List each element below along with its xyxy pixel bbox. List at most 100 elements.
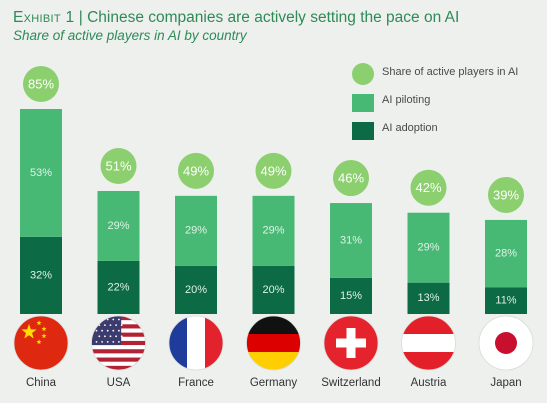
flag-band	[205, 316, 223, 370]
flag-star	[95, 329, 98, 332]
bar-adoption	[485, 287, 527, 314]
austria-flag-icon	[401, 316, 456, 370]
flag-stripe	[91, 357, 146, 362]
total-bubble	[100, 148, 137, 184]
flag-star	[109, 335, 112, 338]
total-value-label: 85%	[28, 76, 54, 91]
total-bubble	[255, 152, 292, 189]
flag-stripe	[91, 345, 146, 350]
flag-stripe	[91, 349, 146, 354]
adoption-value-label: 15%	[340, 290, 362, 302]
total-bubble	[178, 152, 214, 189]
flag-field	[14, 316, 68, 370]
bar-adoption	[252, 265, 295, 314]
total-bubble	[488, 176, 524, 213]
flag-band	[246, 334, 301, 352]
piloting-value-label: 29%	[417, 242, 439, 254]
piloting-value-label: 29%	[262, 225, 284, 237]
total-value-label: 39%	[493, 187, 519, 202]
country-label: France	[178, 377, 214, 389]
legend-swatch-adoption	[352, 122, 374, 140]
total-bubble	[23, 66, 59, 102]
flag-outline	[323, 315, 379, 371]
flag-star	[115, 324, 117, 326]
adoption-value-label: 20%	[185, 284, 207, 296]
bar-piloting	[407, 212, 450, 283]
chart-legend: Share of active players in AI AI pilotin…	[352, 63, 542, 148]
bar-adoption	[175, 265, 217, 314]
exhibit-label: Exhibit 1	[13, 9, 75, 26]
bar-piloting	[252, 195, 295, 266]
title-line: Exhibit 1 | Chinese companies are active…	[13, 8, 543, 27]
flag-outline	[168, 315, 224, 371]
total-value-label: 49%	[183, 163, 209, 178]
flag-star	[118, 341, 120, 343]
piloting-value-label: 31%	[340, 234, 362, 246]
adoption-value-label: 20%	[262, 284, 284, 296]
total-value-label: 42%	[415, 180, 441, 195]
flag-band	[169, 316, 187, 370]
flag-band	[401, 334, 456, 352]
flag-star	[106, 341, 109, 343]
country-label: China	[26, 377, 57, 389]
chart-header: Exhibit 1 | Chinese companies are active…	[13, 8, 543, 45]
adoption-value-label: 32%	[30, 269, 52, 281]
flag-star	[101, 318, 103, 321]
switzerland-flag-icon	[324, 316, 378, 370]
bar-adoption	[330, 277, 372, 314]
legend-swatch-piloting	[352, 94, 374, 112]
bar-piloting	[175, 195, 217, 266]
germany-flag-icon	[246, 316, 301, 370]
piloting-value-label: 28%	[495, 248, 517, 260]
flag-star	[104, 335, 106, 338]
flag-outline	[478, 315, 534, 371]
flag-star	[120, 335, 123, 338]
france-flag-icon	[169, 316, 223, 370]
flag-band	[401, 352, 456, 370]
flag-star	[98, 335, 101, 338]
flag-star	[95, 341, 98, 343]
chart-title: Chinese companies are actively setting t…	[87, 9, 460, 26]
flag-star	[101, 341, 103, 343]
bar-piloting	[20, 109, 62, 237]
flag-star	[106, 329, 109, 332]
flag-sun	[495, 332, 517, 354]
country-label: Germany	[250, 377, 298, 389]
total-bubble	[410, 169, 447, 206]
bar-piloting	[485, 219, 527, 288]
flag-star	[118, 318, 120, 321]
flag-star	[21, 324, 37, 339]
chart-subtitle: Share of active players in AI by country	[13, 28, 247, 43]
flag-outline	[401, 315, 456, 371]
flag-band	[246, 352, 301, 370]
legend-item-total: Share of active players in AI	[352, 63, 542, 92]
flag-star	[36, 320, 42, 326]
flag-star	[115, 335, 117, 338]
flag-star	[41, 333, 47, 339]
country-label: USA	[107, 377, 131, 389]
flag-star	[118, 329, 120, 332]
bar-adoption	[407, 282, 450, 314]
flag-star	[106, 318, 109, 321]
bar-piloting	[97, 191, 140, 261]
total-value-label: 51%	[105, 158, 131, 173]
flag-star	[112, 341, 115, 343]
legend-item-piloting: AI piloting	[352, 92, 542, 120]
country-label: Japan	[490, 377, 521, 389]
legend-circle-marker	[352, 63, 374, 85]
japan-flag-icon	[479, 316, 533, 370]
total-bubble	[333, 160, 369, 197]
flag-star	[109, 324, 112, 326]
flag-band	[401, 316, 456, 334]
bar-piloting	[330, 203, 372, 278]
china-flag-icon	[14, 316, 68, 370]
flag-stripe	[91, 361, 146, 367]
flag-outline	[246, 315, 301, 371]
legend-label: AI adoption	[382, 122, 438, 134]
legend-label: AI piloting	[382, 94, 431, 106]
flag-star	[36, 339, 42, 345]
flag-star	[104, 324, 106, 326]
flag-star	[95, 318, 98, 321]
